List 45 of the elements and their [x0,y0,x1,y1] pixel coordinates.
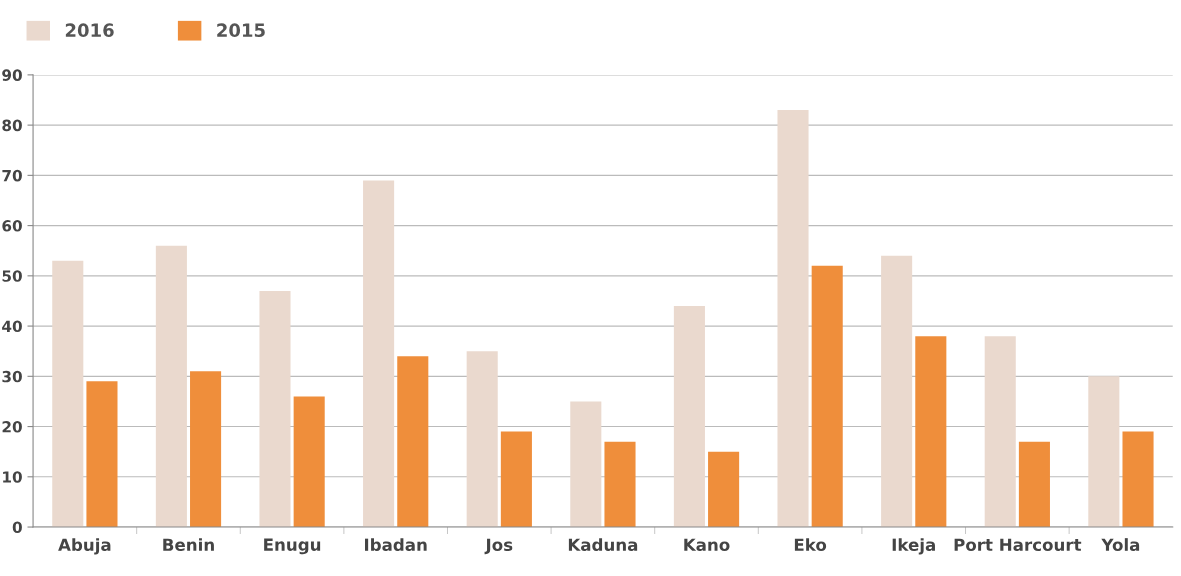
x-tick-label: Kaduna [568,538,638,552]
bar [708,451,740,528]
y-tick-label: 80 [2,119,22,132]
bar [1018,441,1050,528]
bar [293,396,325,528]
bar [363,180,395,528]
bar [259,290,291,528]
y-tick-label: 50 [2,270,22,282]
y-tick-label: 40 [2,320,22,333]
y-tick-label: 70 [2,169,22,182]
x-tick-label: Abuja [58,538,111,555]
y-tick-label: 20 [2,421,22,433]
bar [500,431,532,528]
x-tick-label: Eko [794,538,827,552]
bar [570,401,602,528]
bar [466,351,498,528]
bar [1122,431,1154,528]
y-tick-label: 10 [3,471,22,483]
bar [1088,376,1120,528]
bar [811,265,843,528]
x-tick-label: Ibadan [365,538,427,552]
bar [190,371,222,528]
bar [881,255,913,528]
bar [52,260,84,528]
x-tick-label: Benin [163,538,214,552]
legend-label: 2016 [65,23,114,38]
legend-label: 2015 [217,23,265,38]
y-tick-label: 0 [12,521,22,534]
x-tick-label: Ikeja [892,538,935,555]
y-tick-label: 60 [2,220,22,232]
x-tick-label: Yola [1101,538,1140,552]
bar [673,305,705,528]
x-tick-label: Jos [484,538,513,555]
y-tick-label: 30 [2,370,22,383]
x-tick-label: Enugu [264,538,321,555]
bar [397,356,429,528]
bar [604,441,636,528]
bar [86,381,118,528]
bar [777,110,809,528]
x-tick-label: Port Harcourt [954,538,1082,552]
x-tick-label: Kano [684,538,730,552]
bar [915,336,947,528]
bar [984,336,1016,528]
bar [155,245,187,528]
y-tick-label: 90 [2,69,22,81]
